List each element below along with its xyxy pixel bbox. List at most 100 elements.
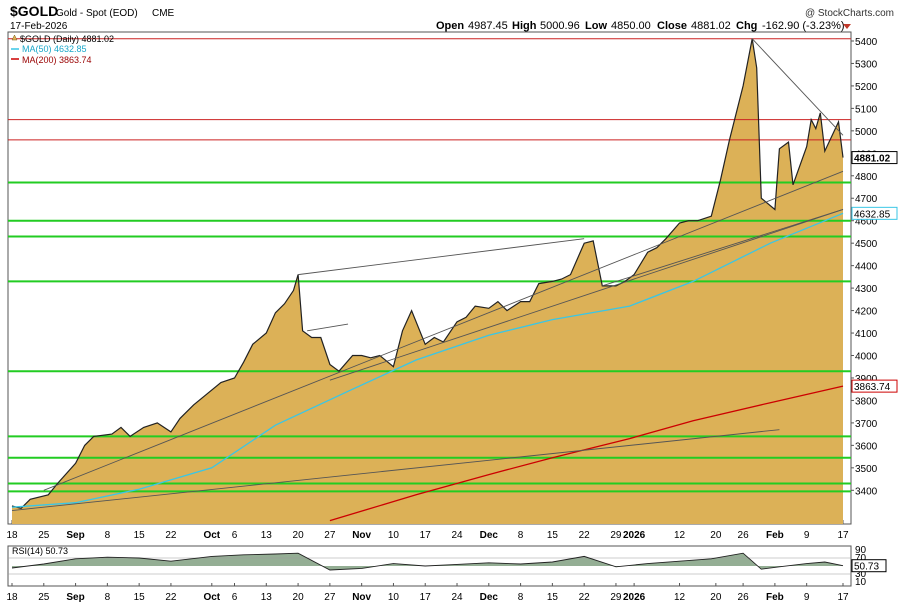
price-panel: 3400 3500 3600 3700 3800 3900 4000 4100 4200 4300… [6,31,898,541]
price-axis: 3400 3500 3600 3700 3800 3900 4000 4100 4200 4300… [851,37,878,497]
open-value: 4987.45 [468,20,508,32]
x-tick-label-2: Sep [66,530,84,541]
ma200-line [329,385,844,522]
date-axis: 18 25 Sep 8 15 22 Oct 6 13 20 27 Nov 10 17 24 Dec 8 15 22 2… [6,520,849,541]
x-tick-label-4: 15 [134,530,146,541]
y-tick-label-4200: 4200 [855,307,878,318]
stockcharts-copyright: @ StockCharts.com [805,8,894,19]
y-tick-label-5400: 5400 [855,37,878,48]
x-tick-label-9: 20 [293,530,305,541]
x-tick-label-15: Dec [480,530,499,541]
rsi-x-tick-label-15: Dec [480,592,499,603]
rsi-x-tick-label-12: 10 [388,592,400,603]
x-tick-label-25: 9 [804,530,810,541]
x-tick-label-12: 10 [388,530,400,541]
rsi-x-tick-label-6: Oct [203,592,220,603]
rsi-y-tick-label-30: 30 [855,569,867,580]
y-tick-label-4800: 4800 [855,172,878,183]
rsi-area [12,553,843,570]
x-tick-label-18: 22 [579,530,591,541]
x-tick-label-3: 8 [105,530,111,541]
last-value-tag-box-2 [851,379,898,393]
trendline-0 [43,170,844,491]
x-tick-label-20: 2026 [623,530,646,541]
y-tick-label-5200: 5200 [855,82,878,93]
x-tick-label-22: 20 [710,530,722,541]
y-tick-label-3700: 3700 [855,419,878,430]
x-tick-label-6: Oct [203,530,220,541]
rsi-x-tick-label-25: 9 [804,592,810,603]
trendline-5 [751,38,844,136]
rsi-x-tick-label-0: 18 [6,592,18,603]
rsi-y-tick-label-70: 70 [855,553,867,564]
trendline-4 [307,323,349,332]
last-value-tag-2: 3863.74 [854,382,891,393]
x-tick-label-26: 17 [837,530,849,541]
y-tick-label-4600: 4600 [855,217,878,228]
x-tick-label-0: 18 [6,530,18,541]
rsi-x-tick-label-13: 17 [420,592,432,603]
trendline-1 [329,209,844,381]
price-legend-icon [11,34,18,41]
x-tick-label-10: 27 [324,530,336,541]
y-tick-label-3800: 3800 [855,396,878,407]
rsi-x-tick-label-14: 24 [451,592,463,603]
rsi-x-tick-label-20: 2026 [623,592,646,603]
rsi-line [11,552,844,571]
rsi-x-tick-label-21: 12 [674,592,686,603]
x-tick-label-7: 6 [232,530,238,541]
rsi-y-tick-label-10: 10 [855,577,867,588]
legend: $GOLD (Daily) 4881.02 MA(50) 4632.85 MA(… [11,34,114,65]
rsi-marks: 50.73 [8,552,887,575]
rsi-x-tick-label-3: 8 [105,592,111,603]
legend-price: $GOLD (Daily) 4881.02 [20,34,114,44]
x-tick-label-23: 26 [738,530,750,541]
open-label: Open [436,20,464,32]
rsi-x-tick-label-23: 26 [738,592,750,603]
x-tick-label-21: 12 [674,530,686,541]
y-tick-label-3600: 3600 [855,441,878,452]
y-tick-label-5000: 5000 [855,127,878,138]
change-value: -162.90 (-3.23%) [762,20,845,32]
x-tick-label-16: 8 [518,530,524,541]
rsi-x-tick-label-10: 27 [324,592,336,603]
x-tick-label-1: 25 [38,530,50,541]
rsi-x-tick-label-5: 22 [165,592,177,603]
legend-ma50: MA(50) 4632.85 [22,44,87,54]
y-tick-label-4000: 4000 [855,352,878,363]
rsi-x-tick-label-1: 25 [38,592,50,603]
high-label: High [512,20,537,32]
rsi-x-tick-label-17: 15 [547,592,559,603]
close-value: 4881.02 [691,20,731,32]
x-tick-label-19: 29 [610,530,622,541]
y-tick-label-4400: 4400 [855,262,878,273]
low-value: 4850.00 [611,20,651,32]
change-label: Chg [736,20,757,32]
rsi-panel: 9070503010 1825Sep81522Oct6132027Nov1017… [6,545,887,603]
y-tick-label-4300: 4300 [855,284,878,295]
last-value-tag-box-1 [851,206,898,220]
last-value-tag-1: 4632.85 [854,209,891,220]
last-value-tag-0: 4881.02 [854,154,891,165]
rsi-x-tick-label-26: 17 [837,592,849,603]
x-tick-label-17: 15 [547,530,559,541]
rsi-x-tick-label-19: 29 [610,592,622,603]
chart-description: Gold - Spot (EOD) [56,8,138,19]
chart-symbol: $GOLD [10,3,58,19]
y-tick-label-5300: 5300 [855,59,878,70]
low-label: Low [585,20,607,32]
y-tick-label-4500: 4500 [855,239,878,250]
rsi-x-tick-label-4: 15 [134,592,146,603]
rsi-x-tick-label-9: 20 [293,592,305,603]
rsi-x-tick-label-8: 13 [261,592,273,603]
rsi-x-tick-label-24: Feb [766,592,784,603]
trendline-6 [602,209,844,287]
price-marks: 4881.02 4632.85 3863.74 [8,38,898,524]
price-line [11,38,844,509]
y-tick-label-4700: 4700 [855,194,878,205]
chart-exchange: CME [152,8,175,19]
x-tick-label-11: Nov [352,530,371,541]
y-tick-label-4100: 4100 [855,329,878,340]
last-value-tag-box-0 [851,151,898,165]
rsi-x-tick-label-18: 22 [579,592,591,603]
